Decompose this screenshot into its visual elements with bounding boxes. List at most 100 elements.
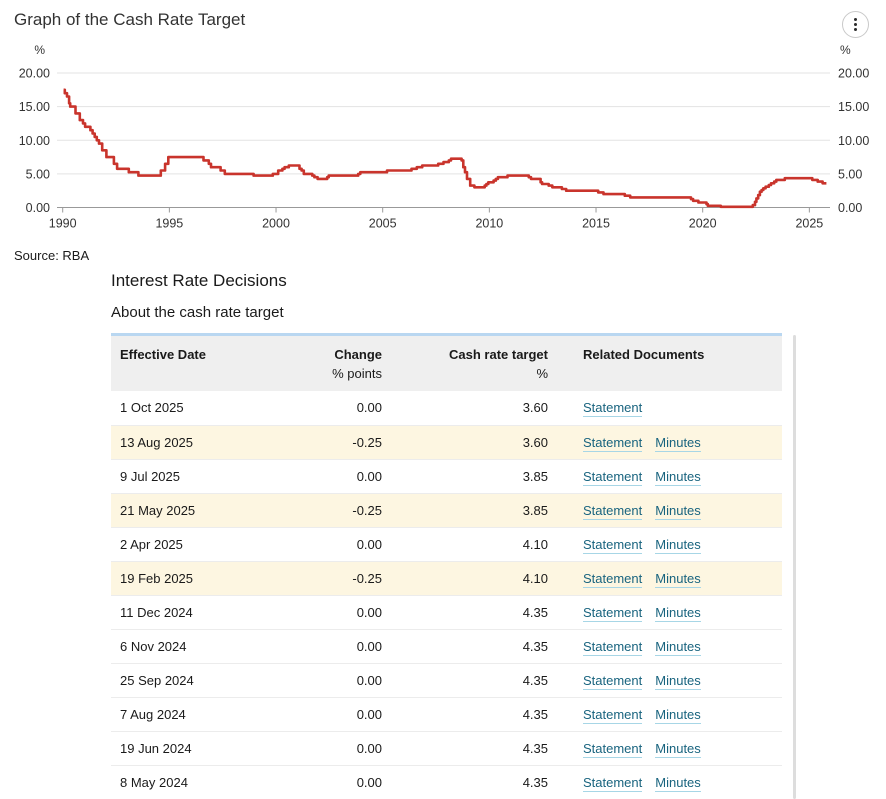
minutes-link[interactable]: Minutes <box>655 774 701 792</box>
effective-date-cell: 7 Aug 2024 <box>120 706 186 722</box>
change-cell: -0.25 <box>352 570 382 586</box>
column-subheader: % <box>536 366 548 381</box>
statement-link[interactable]: Statement <box>583 672 643 690</box>
table-row: 1 Oct 2025 0.00 3.60 Statement <box>111 391 782 425</box>
related-documents-cell: Statement Minutes <box>548 493 782 527</box>
effective-date-cell: 8 May 2024 <box>120 774 188 790</box>
table-scrollbar[interactable] <box>793 335 796 799</box>
x-tick-label: 1990 <box>49 217 77 231</box>
statement-link[interactable]: Statement <box>583 706 643 724</box>
statement-link[interactable]: Statement <box>583 400 643 418</box>
change-cell: -0.25 <box>352 502 382 518</box>
x-tick-label: 2015 <box>582 217 610 231</box>
change-cell: 0.00 <box>356 400 382 416</box>
minutes-link[interactable]: Minutes <box>655 740 701 758</box>
kebab-menu-icon[interactable] <box>842 11 869 38</box>
y-tick-label-right: 0.00 <box>838 201 862 215</box>
cash-rate-target-cell: 3.60 <box>522 400 548 416</box>
y-tick-label-right: 15.00 <box>838 100 869 114</box>
related-documents-cell: Statement Minutes <box>548 731 782 765</box>
statement-link[interactable]: Statement <box>583 638 643 656</box>
minutes-link[interactable]: Minutes <box>655 434 701 452</box>
change-cell: 0.00 <box>356 604 382 620</box>
statement-link[interactable]: Statement <box>583 570 643 588</box>
x-tick-label: 2005 <box>369 217 397 231</box>
minutes-link[interactable]: Minutes <box>655 672 701 690</box>
effective-date-cell: 11 Dec 2024 <box>120 604 193 620</box>
statement-link[interactable]: Statement <box>583 740 643 758</box>
related-documents-cell: Statement <box>548 391 782 425</box>
column-header-related-documents: Related Documents <box>548 335 782 392</box>
table-row: 25 Sep 2024 0.00 4.35 Statement Minutes <box>111 663 782 697</box>
cash-rate-target-cell: 3.85 <box>522 468 548 484</box>
change-cell: 0.00 <box>356 706 382 722</box>
change-cell: 0.00 <box>356 536 382 552</box>
cash-rate-target-cell: 4.10 <box>522 570 548 586</box>
effective-date-cell: 19 Feb 2025 <box>120 570 194 586</box>
table-row: 19 Feb 2025 -0.25 4.10 Statement Minutes <box>111 561 782 595</box>
minutes-link[interactable]: Minutes <box>655 638 701 656</box>
related-documents-cell: Statement Minutes <box>548 595 782 629</box>
table-row: 9 Jul 2025 0.00 3.85 Statement Minutes <box>111 459 782 493</box>
cash-rate-target-cell: 4.35 <box>522 604 548 620</box>
related-documents-cell: Statement Minutes <box>548 459 782 493</box>
y-unit-right: % <box>840 43 851 57</box>
cash-rate-target-cell: 4.35 <box>522 672 548 688</box>
cash-rate-target-cell: 4.35 <box>522 774 548 790</box>
section-title: Interest Rate Decisions <box>111 271 287 290</box>
change-cell: 0.00 <box>356 740 382 756</box>
effective-date-cell: 1 Oct 2025 <box>120 400 184 416</box>
x-tick-label: 2025 <box>795 217 823 231</box>
column-subheader: % points <box>332 366 382 381</box>
related-documents-cell: Statement Minutes <box>548 527 782 561</box>
y-tick-label-left: 20.00 <box>19 67 50 81</box>
effective-date-cell: 6 Nov 2024 <box>120 638 187 654</box>
change-cell: -0.25 <box>352 434 382 450</box>
statement-link[interactable]: Statement <box>583 434 643 452</box>
minutes-link[interactable]: Minutes <box>655 706 701 724</box>
column-header-cash-rate-target: Cash rate target% <box>382 335 548 392</box>
column-header-change: Change% points <box>271 335 382 392</box>
related-documents-cell: Statement Minutes <box>548 663 782 697</box>
table-row: 21 May 2025 -0.25 3.85 Statement Minutes <box>111 493 782 527</box>
related-documents-cell: Statement Minutes <box>548 629 782 663</box>
effective-date-cell: 13 Aug 2025 <box>120 434 194 450</box>
minutes-link[interactable]: Minutes <box>655 502 701 520</box>
x-tick-label: 2020 <box>689 217 717 231</box>
cash-rate-chart: % % 0.00 0.00 5.00 5.00 10.00 10.00 15.00 15.00 20… <box>19 43 870 231</box>
table-row: 8 May 2024 0.00 4.35 Statement Minutes <box>111 765 782 799</box>
y-tick-label-left: 0.00 <box>26 201 50 215</box>
statement-link[interactable]: Statement <box>583 604 643 622</box>
related-documents-cell: Statement Minutes <box>548 561 782 595</box>
change-cell: 0.00 <box>356 774 382 790</box>
effective-date-cell: 21 May 2025 <box>120 502 196 518</box>
y-tick-label-right: 20.00 <box>838 67 869 81</box>
cash-rate-target-cell: 4.35 <box>522 740 548 756</box>
effective-date-cell: 19 Jun 2024 <box>120 740 192 756</box>
statement-link[interactable]: Statement <box>583 468 643 486</box>
cash-rate-target-cell: 3.60 <box>522 434 548 450</box>
statement-link[interactable]: Statement <box>583 536 643 554</box>
chart-source: Source: RBA <box>14 248 90 263</box>
cash-rate-target-cell: 4.10 <box>522 536 548 552</box>
y-tick-label-left: 5.00 <box>26 167 50 181</box>
y-tick-label-left: 15.00 <box>19 100 50 114</box>
cash-rate-line <box>63 88 827 209</box>
statement-link[interactable]: Statement <box>583 502 643 520</box>
column-subheader <box>583 364 782 383</box>
y-tick-label-right: 5.00 <box>838 167 862 181</box>
minutes-link[interactable]: Minutes <box>655 604 701 622</box>
chart-title: Graph of the Cash Rate Target <box>14 10 246 29</box>
cash-rate-target-cell: 4.35 <box>522 638 548 654</box>
statement-link[interactable]: Statement <box>583 774 643 792</box>
change-cell: 0.00 <box>356 638 382 654</box>
y-tick-label-right: 10.00 <box>838 134 869 148</box>
related-documents-cell: Statement Minutes <box>548 765 782 799</box>
minutes-link[interactable]: Minutes <box>655 570 701 588</box>
effective-date-cell: 9 Jul 2025 <box>120 468 180 484</box>
table-row: 13 Aug 2025 -0.25 3.60 Statement Minutes <box>111 425 782 459</box>
minutes-link[interactable]: Minutes <box>655 536 701 554</box>
table-row: 6 Nov 2024 0.00 4.35 Statement Minutes <box>111 629 782 663</box>
minutes-link[interactable]: Minutes <box>655 468 701 486</box>
